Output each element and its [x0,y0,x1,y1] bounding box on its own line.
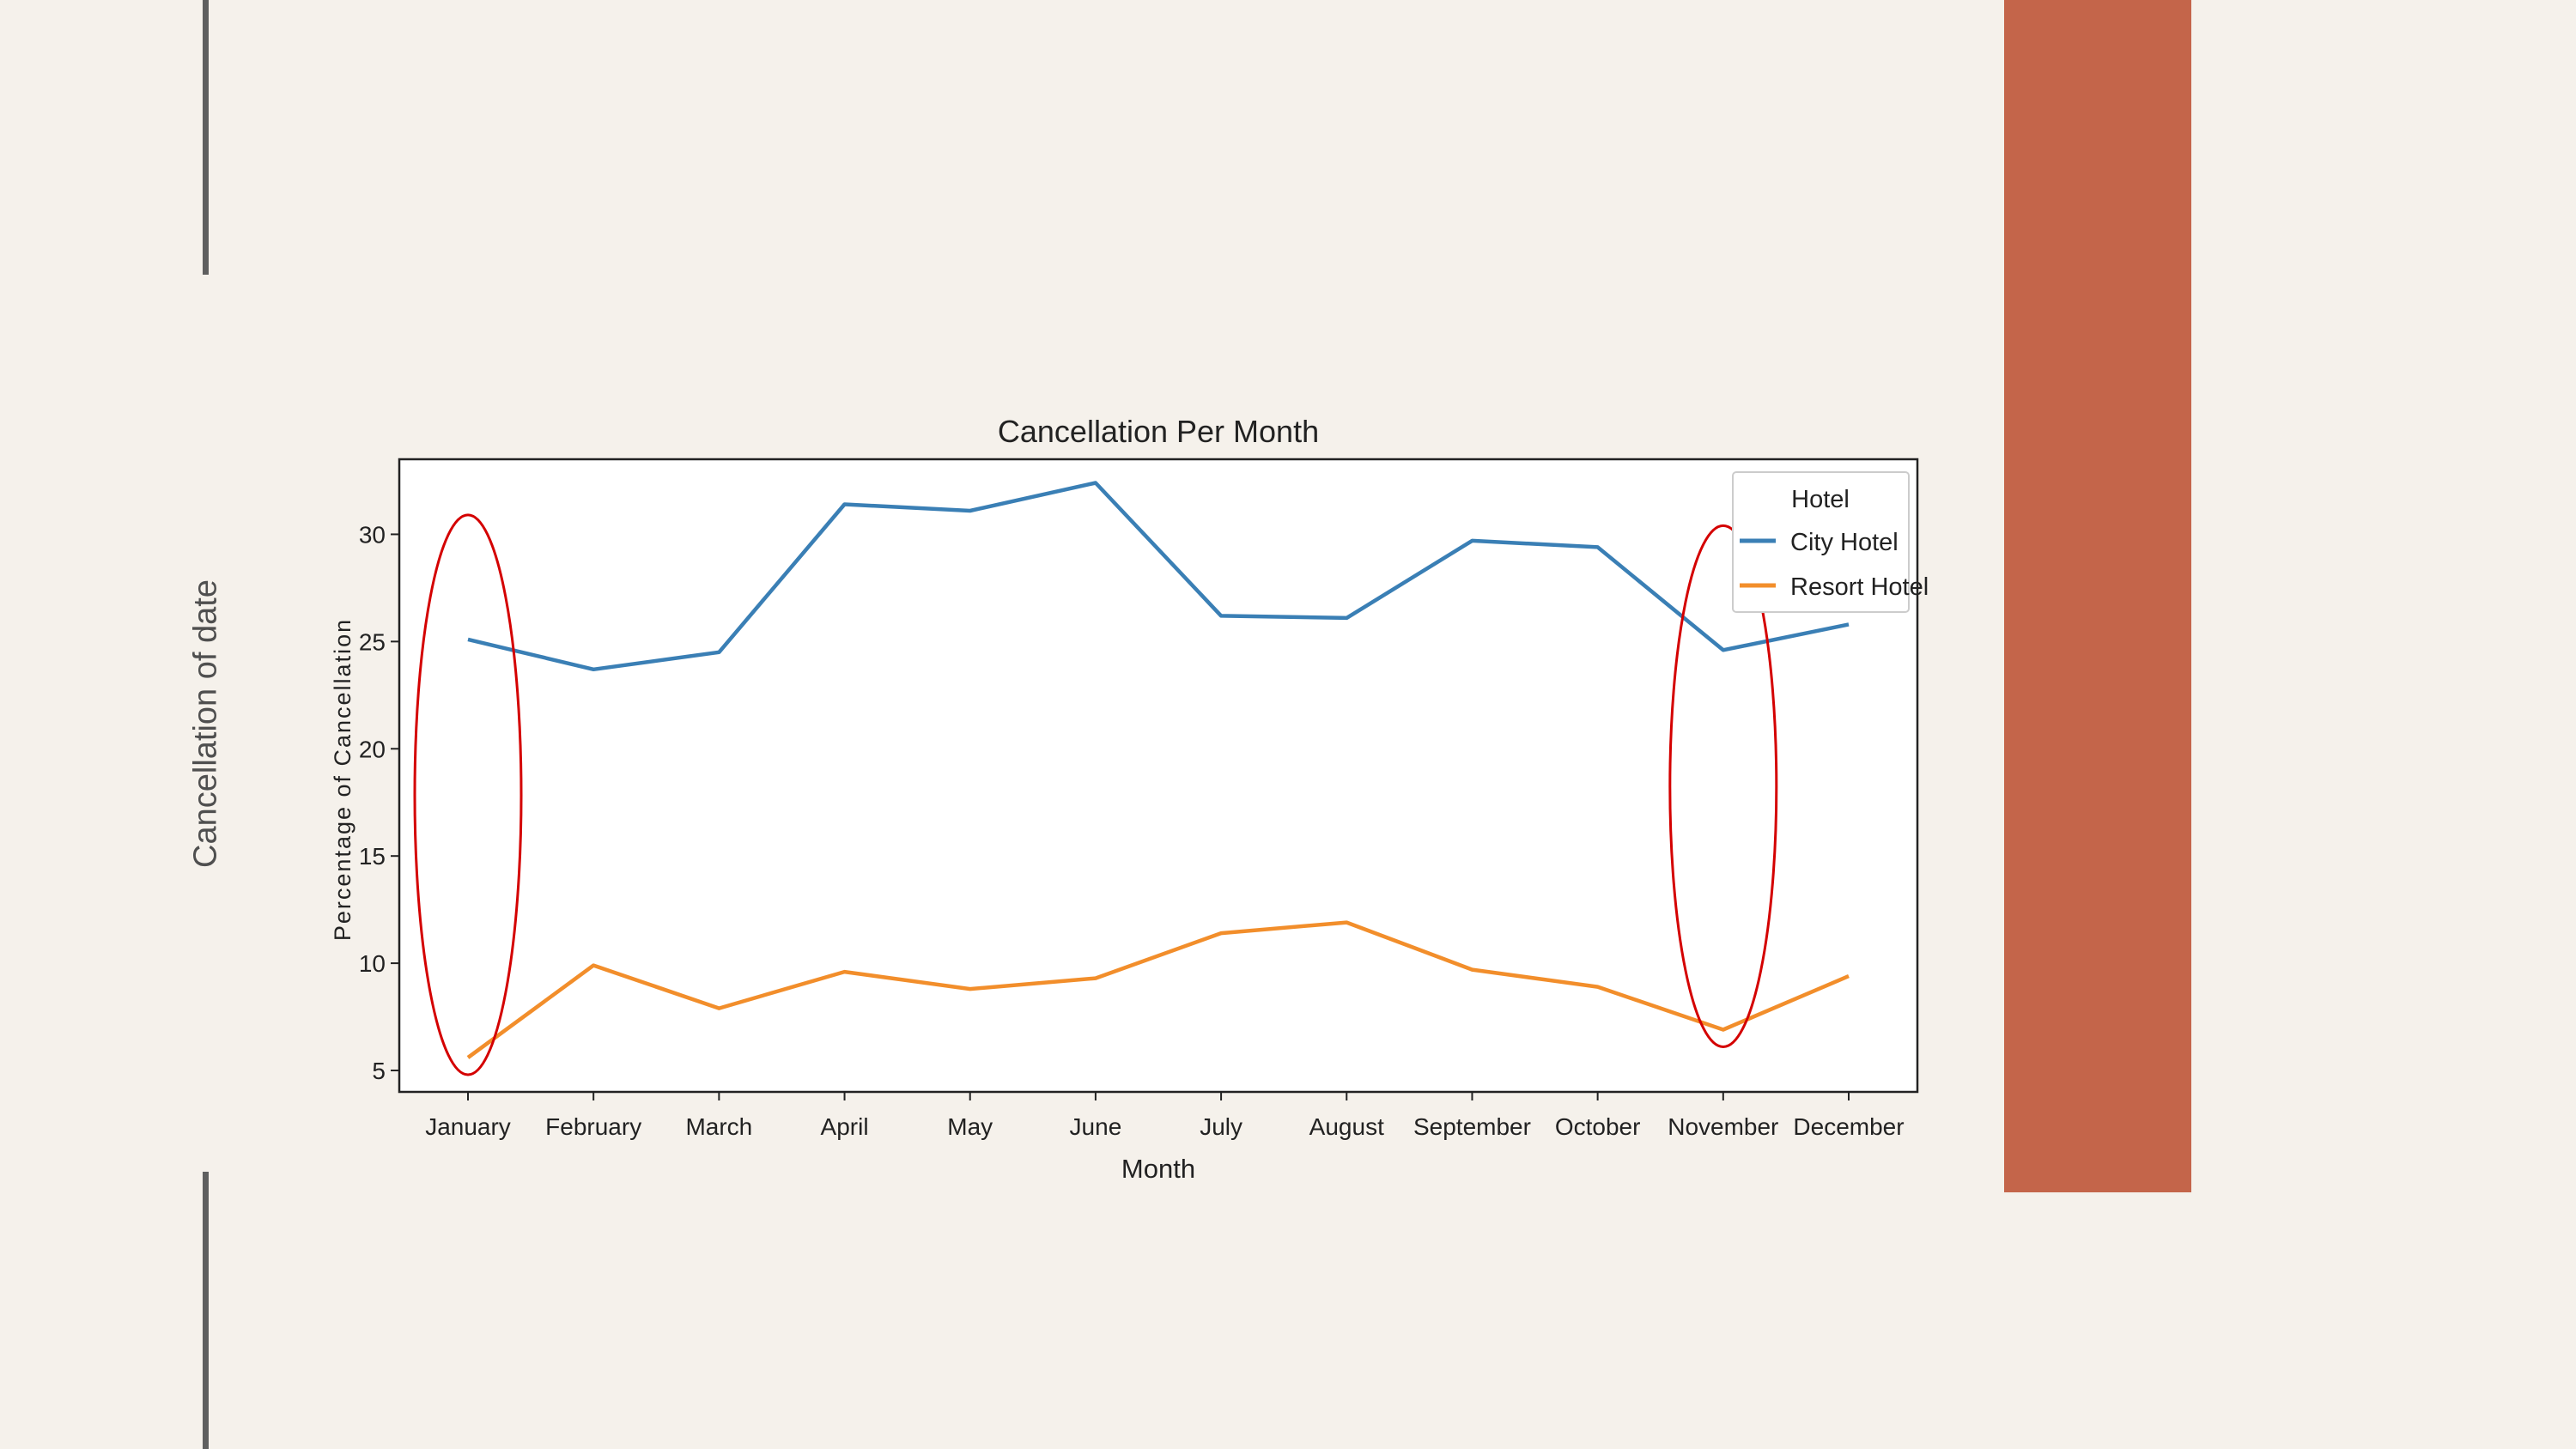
y-tick-label: 20 [359,736,386,762]
x-tick-label-may: May [947,1113,993,1140]
series-line-resort-hotel [466,920,1850,1059]
x-tick-label-august: August [1309,1113,1384,1140]
x-tick-label-april: April [821,1113,869,1140]
y-axis-ticks: 5 10 15 20 25 30 [359,521,399,1084]
x-tick-label-january: January [425,1113,511,1140]
plot-area [399,459,1917,1092]
highlight-ellipse-january [413,513,523,1076]
x-tick-label-december: December [1793,1113,1904,1140]
series-lines [466,481,1850,1059]
chart-title: Cancellation Per Month [998,414,1319,449]
x-tick-label-july: July [1200,1113,1242,1140]
accent-line-bottom [203,1172,209,1449]
x-axis-label: Month [1121,1154,1195,1184]
x-tick-label-february: February [545,1113,641,1140]
legend-label-city-hotel: City Hotel [1790,529,1899,556]
y-tick-label: 30 [359,521,386,548]
y-tick-label: 15 [359,843,386,870]
legend-label-resort-hotel: Resort Hotel [1790,573,1929,601]
y-tick-label: 10 [359,950,386,977]
accent-line-top [203,0,209,275]
plot-frame [398,458,1919,1094]
legend-title: Hotel [1791,486,1850,513]
y-tick-label: 25 [359,628,386,655]
y-tick-label: 5 [372,1058,386,1084]
x-tick-label-september: September [1413,1113,1531,1140]
accent-block [2004,0,2191,1192]
x-tick-label-march: March [685,1113,752,1140]
x-tick-label-november: November [1668,1113,1778,1140]
legend-box [1732,471,1910,613]
series-line-city-hotel [467,481,1850,672]
x-tick-label-june: June [1070,1113,1122,1140]
legend: Hotel City Hotel Resort Hotel [1732,471,1929,613]
highlight-ellipse-november [1668,524,1778,1049]
x-axis-ticks: January February March April May June July Augu… [425,1092,1905,1140]
highlight-ellipses [413,513,1778,1076]
y-axis-label: Percentage of Cancellation [330,618,355,941]
x-tick-label-october: October [1555,1113,1641,1140]
